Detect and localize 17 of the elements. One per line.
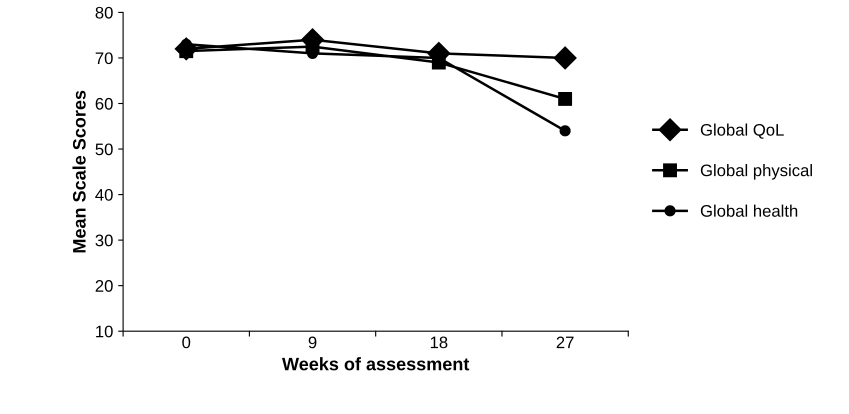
y-tick-label: 70 [96, 52, 113, 64]
legend-label: Global QoL [700, 124, 784, 139]
y-tick-label: 80 [96, 6, 113, 19]
y-tick-label: 20 [96, 280, 113, 292]
y-axis-title: Mean Scale Scores [72, 90, 86, 252]
y-tick-label: 60 [96, 98, 113, 110]
x-tick-label: 9 [308, 336, 316, 348]
y-tick-label: 30 [95, 234, 113, 246]
y-tick-label: 40 [95, 188, 113, 201]
y-tick-label: 50 [96, 143, 113, 156]
legend-label: Global health [700, 204, 798, 217]
legend-label: Global physical [700, 164, 812, 180]
x-tick-label: 18 [430, 336, 448, 348]
x-axis-title: Weeks of assessment [282, 357, 470, 370]
y-tick-label: 10 [96, 326, 113, 338]
x-tick-label: 0 [182, 336, 190, 348]
x-tick-label: 27 [556, 336, 574, 348]
